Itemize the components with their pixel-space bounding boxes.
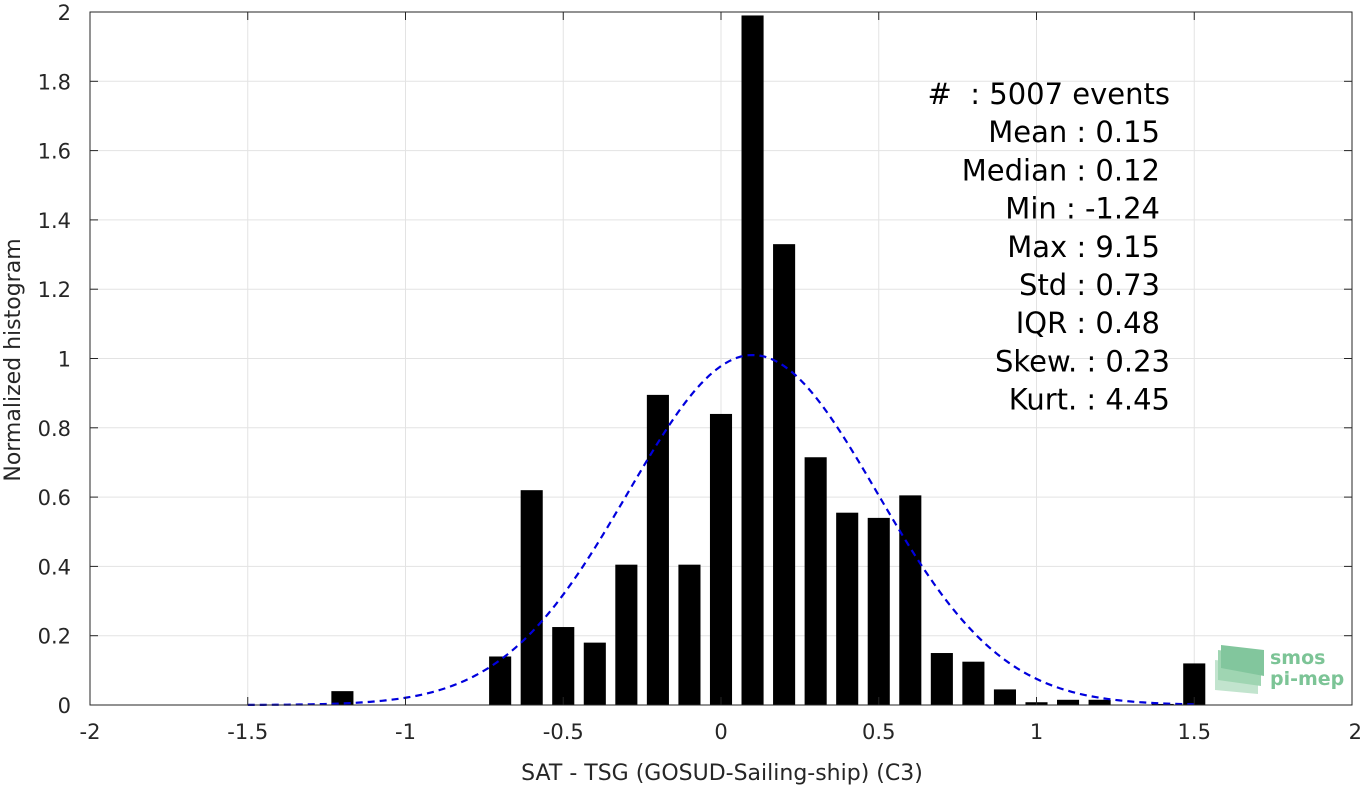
y-tick-label-4: 0.8 [38, 417, 71, 441]
histogram-bar-22 [1183, 663, 1206, 705]
y-tick-label-5: 1 [58, 348, 71, 372]
logo-icon [1215, 645, 1264, 694]
histogram-bar-10 [773, 244, 796, 705]
x-tick-label-8: 2 [1349, 720, 1362, 744]
histogram-bar-0 [331, 691, 354, 705]
x-tick-label-7: 1.5 [1178, 720, 1211, 744]
histogram-bar-14 [899, 495, 922, 705]
x-tick-label-4: 0 [714, 720, 727, 744]
histogram-bar-16 [962, 661, 985, 705]
x-axis-title: SAT - TSG (GOSUD-Sailing-ship) (C3) [521, 761, 923, 786]
stats-line-8: Kurt. : 4.45 [1009, 383, 1170, 417]
histogram-bar-7 [678, 564, 701, 705]
histogram-bar-4 [583, 642, 606, 705]
histogram-bar-6 [646, 394, 669, 705]
x-tick-labels: -2 -1.5 -1 -0.5 0 0.5 1 1.5 2 [80, 720, 1362, 744]
smos-pi-mep-logo: smos pi-mep [1215, 645, 1344, 694]
stats-line-4: Max : 9.15 [1007, 230, 1160, 264]
histogram-bar-5 [615, 564, 638, 705]
histogram-bar-9 [741, 15, 764, 705]
y-axis-title: Normalized histogram [1, 238, 26, 481]
histogram-bar-2 [520, 490, 543, 705]
x-tick-label-6: 1 [1030, 720, 1043, 744]
stats-line-3: Min : -1.24 [1005, 192, 1160, 226]
x-tick-label-0: -2 [80, 720, 101, 744]
x-tick-label-5: 0.5 [862, 720, 895, 744]
y-tick-labels: 0 0.2 0.4 0.6 0.8 1 1.2 1.4 1.6 1.8 2 [38, 1, 71, 718]
histogram-bar-12 [836, 512, 859, 705]
y-tick-label-8: 1.6 [38, 140, 71, 164]
x-tick-label-3: -0.5 [543, 720, 584, 744]
histogram-bar-1 [489, 656, 512, 705]
y-tick-label-0: 0 [58, 694, 71, 718]
histogram-bar-17 [993, 689, 1016, 705]
stats-line-5: Std : 0.73 [1019, 268, 1160, 302]
histogram-bar-21 [1151, 703, 1174, 705]
y-tick-label-7: 1.4 [38, 209, 71, 233]
logo-text-pi-mep: pi-mep [1270, 668, 1344, 690]
y-tick-label-2: 0.4 [38, 555, 71, 579]
stats-line-7: Skew. : 0.23 [995, 344, 1170, 378]
y-tick-label-3: 0.6 [38, 486, 71, 510]
histogram-bar-13 [867, 517, 890, 705]
logo-text-smos: smos [1270, 647, 1325, 669]
y-tick-label-6: 1.2 [38, 278, 71, 302]
y-tick-label-1: 0.2 [38, 625, 71, 649]
stats-line-6: IQR : 0.48 [1016, 306, 1160, 340]
stats-line-2: Median : 0.12 [962, 153, 1160, 187]
x-tick-label-2: -1 [395, 720, 416, 744]
y-tick-label-10: 2 [58, 1, 71, 25]
y-tick-label-9: 1.8 [38, 70, 71, 94]
histogram-bar-11 [804, 457, 827, 705]
histogram-bar-19 [1057, 699, 1080, 705]
histogram-bar-3 [552, 627, 575, 705]
histogram-bar-15 [930, 653, 953, 705]
histogram-bar-8 [709, 413, 733, 705]
stats-line-1: Mean : 0.15 [988, 115, 1160, 149]
x-tick-label-1: -1.5 [227, 720, 268, 744]
plot-axes [89, 11, 1353, 706]
statistics-annotation: # : 5007 events Mean : 0.15 Median : 0.12 M… [928, 77, 1170, 417]
stats-line-0: # : 5007 events [928, 77, 1170, 111]
histogram-bar-20 [1088, 699, 1111, 705]
histogram-bars [331, 15, 1206, 705]
